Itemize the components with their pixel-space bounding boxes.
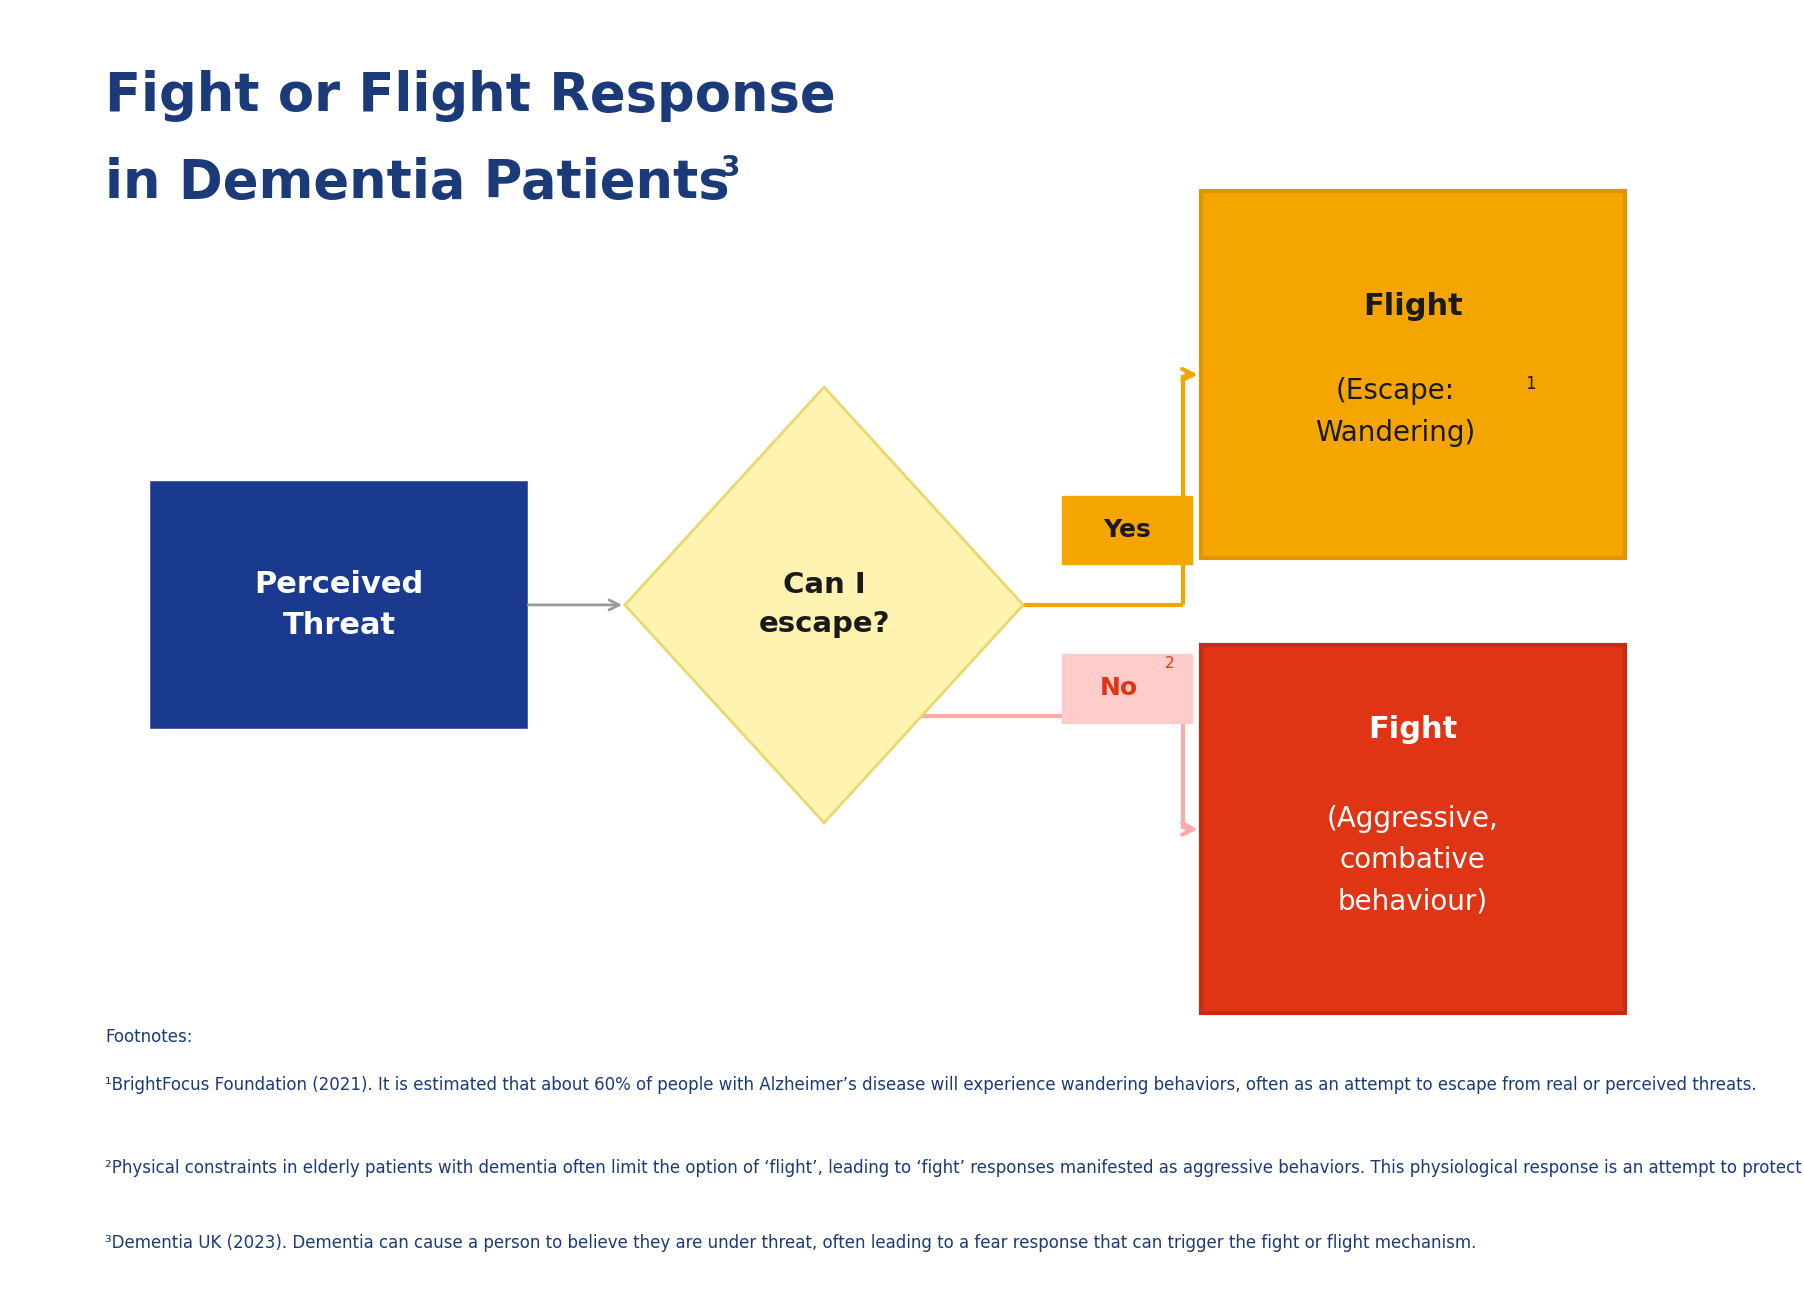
Text: ¹BrightFocus Foundation (2021). It is estimated that about 60% of people with Al: ¹BrightFocus Foundation (2021). It is es… [105, 1075, 1757, 1093]
Text: 1: 1 [1526, 375, 1535, 393]
Text: Fight or Flight Response: Fight or Flight Response [105, 70, 835, 122]
Text: in Dementia Patients: in Dementia Patients [105, 157, 731, 209]
Text: Yes: Yes [1104, 519, 1151, 542]
Text: 3: 3 [720, 154, 740, 182]
FancyBboxPatch shape [1063, 654, 1192, 722]
Text: (Aggressive,
combative
behaviour): (Aggressive, combative behaviour) [1328, 805, 1499, 916]
Text: Footnotes:: Footnotes: [105, 1029, 193, 1047]
Text: 2: 2 [1165, 656, 1174, 671]
Text: Can I
escape?: Can I escape? [758, 572, 889, 638]
Text: Fight: Fight [1367, 715, 1458, 744]
Text: No: No [1099, 676, 1138, 700]
Text: (Escape:
Wandering): (Escape: Wandering) [1315, 377, 1476, 446]
FancyBboxPatch shape [1063, 495, 1192, 564]
Text: Flight: Flight [1364, 292, 1463, 320]
FancyBboxPatch shape [153, 484, 525, 726]
Text: Perceived
Threat: Perceived Threat [254, 571, 424, 639]
Polygon shape [624, 387, 1023, 822]
FancyBboxPatch shape [1201, 191, 1625, 558]
Text: ²Physical constraints in elderly patients with dementia often limit the option o: ²Physical constraints in elderly patient… [105, 1160, 1804, 1176]
Text: ³Dementia UK (2023). Dementia can cause a person to believe they are under threa: ³Dementia UK (2023). Dementia can cause … [105, 1233, 1477, 1252]
FancyBboxPatch shape [1201, 646, 1625, 1013]
